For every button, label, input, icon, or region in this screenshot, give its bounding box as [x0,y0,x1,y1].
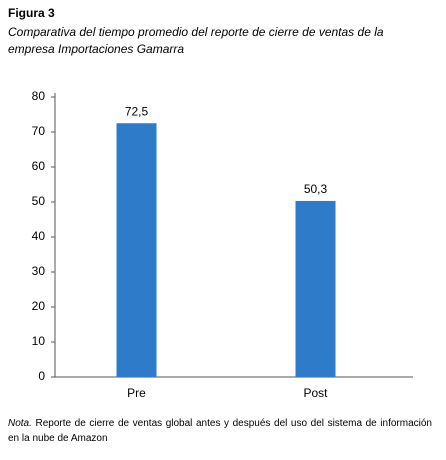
y-tick-label: 70 [32,124,46,138]
bar [295,200,336,377]
note-label: Nota. [8,418,32,429]
bar [116,123,157,377]
chart: 0 10 20 30 40 50 60 70 80 Pre 72,5 Post 50,3 [32,89,413,400]
y-tick-label: 20 [32,299,46,313]
y-tick-label: 0 [38,369,45,383]
x-tick-label: Pre [127,386,146,400]
y-tick-label: 40 [32,229,46,243]
note: Nota. Reporte de cierre de ventas global… [8,416,432,446]
data-label: 72,5 [125,104,149,118]
y-tick-label: 50 [32,194,46,208]
chart-title: Comparativa del tiempo promedio del repo… [8,25,384,56]
y-tick-label: 30 [32,264,46,278]
y-tick-label: 10 [32,334,46,348]
data-label: 50,3 [304,182,328,196]
figure-label: Figura 3 [8,6,55,20]
x-tick-label: Post [303,386,328,400]
y-tick-label: 60 [32,159,46,173]
note-text: Reporte de cierre de ventas global antes… [8,418,432,444]
y-tick-label: 80 [32,89,46,103]
